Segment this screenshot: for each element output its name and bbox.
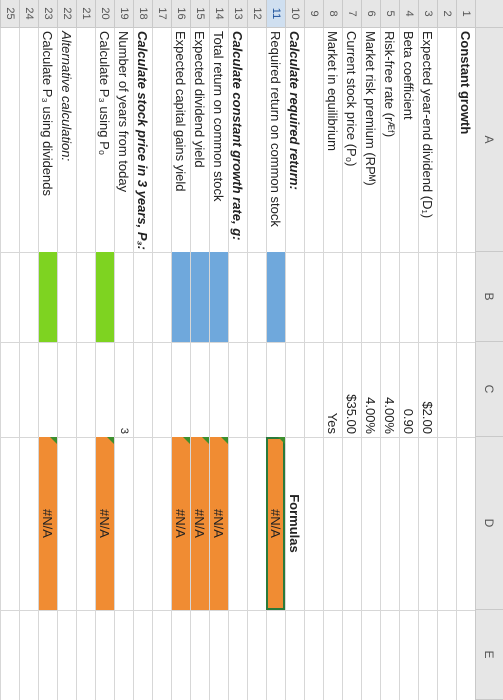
result-total-return[interactable]: #N/A (209, 437, 228, 610)
gridline (456, 28, 457, 700)
gridline (152, 28, 153, 700)
row-header-4[interactable]: 4 (399, 0, 418, 28)
result-p3-using-dividends[interactable]: #N/A (38, 437, 57, 610)
gridline (380, 28, 381, 700)
value-years[interactable]: 3 (118, 427, 130, 434)
gridline (0, 252, 475, 253)
gridline (0, 28, 1, 700)
column-header-d[interactable]: D (475, 437, 503, 610)
label-alternative: Alternative calculation: (59, 31, 74, 162)
label-equilibrium: Market in equilibrium (325, 31, 340, 151)
label-p3-using-p0: Calculate P₃ using P₀ (97, 31, 112, 156)
label-dividend-yield: Expected dividend yield (192, 31, 207, 168)
result-dividend-yield[interactable]: #N/A (190, 437, 209, 610)
label-market-risk-premium: Market risk premium (RPᴹ) (363, 31, 378, 186)
input-cell-b20[interactable] (95, 252, 114, 342)
row-header-23[interactable]: 23 (38, 0, 57, 28)
label-total-return: Total return on common stock (211, 31, 226, 202)
gridline (19, 28, 20, 700)
gridline (57, 28, 58, 700)
gridline (133, 28, 134, 700)
input-cell-b14-b16[interactable] (171, 252, 228, 342)
input-cell-b11[interactable] (266, 252, 285, 342)
formulas-header: Formulas (287, 494, 302, 553)
heading-stock-price: Calculate stock price in 3 years, P₃: (135, 31, 150, 250)
row-header-22[interactable]: 22 (57, 0, 76, 28)
label-years: Number of years from today (116, 31, 131, 193)
result-p3-using-p0[interactable]: #N/A (95, 437, 114, 610)
gridline (399, 28, 400, 700)
gridline (247, 28, 248, 700)
label-required-return: Required return on common stock (268, 31, 283, 227)
row-header-13[interactable]: 13 (228, 0, 247, 28)
input-cell-b23[interactable] (38, 252, 57, 342)
row-header-25[interactable]: 25 (0, 0, 19, 28)
gridline (418, 28, 419, 700)
row-header-24[interactable]: 24 (19, 0, 38, 28)
value-market-risk-premium[interactable]: 4.00% (363, 397, 378, 434)
row-header-8[interactable]: 8 (323, 0, 342, 28)
gridline (114, 28, 115, 700)
row-header-21[interactable]: 21 (76, 0, 95, 28)
gridline (190, 28, 191, 700)
gridline (0, 437, 475, 438)
section-title: Constant growth (458, 31, 473, 135)
value-risk-free-rate[interactable]: 4.00% (382, 397, 397, 434)
label-beta: Beta coefficient (401, 31, 416, 120)
gridline (437, 28, 438, 700)
value-dividend[interactable]: $2.00 (420, 401, 435, 434)
row-header-19[interactable]: 19 (114, 0, 133, 28)
column-header-e[interactable]: E (475, 610, 503, 700)
row-header-10[interactable]: 10 (285, 0, 304, 28)
row-header-16[interactable]: 16 (171, 0, 190, 28)
column-header-b[interactable]: B (475, 252, 503, 342)
gridline (361, 28, 362, 700)
label-stock-price: Current stock price (P₀) (344, 31, 359, 167)
gridline (76, 28, 77, 700)
label-risk-free-rate: Risk-free rate (rᴭᶠ) (382, 31, 397, 138)
heading-growth-rate: Calculate constant growth rate, g: (230, 31, 245, 241)
gridline (171, 28, 172, 700)
row-header-20[interactable]: 20 (95, 0, 114, 28)
label-p3-using-dividends: Calculate P₃ using dividends (40, 31, 55, 197)
gridline (0, 610, 475, 611)
select-all-corner[interactable] (475, 0, 503, 28)
row-header-11[interactable]: 11 (266, 0, 285, 28)
gridline (285, 28, 286, 700)
row-header-5[interactable]: 5 (380, 0, 399, 28)
row-header-2[interactable]: 2 (437, 0, 456, 28)
row-header-12[interactable]: 12 (247, 0, 266, 28)
gridline (95, 28, 96, 700)
gridline (323, 28, 324, 700)
column-header-a[interactable]: A (475, 28, 503, 252)
row-header-15[interactable]: 15 (190, 0, 209, 28)
label-dividend: Expected year-end dividend (D₁) (420, 31, 435, 219)
value-stock-price[interactable]: $35.00 (344, 394, 359, 434)
gridline (304, 28, 305, 700)
result-required-return[interactable]: #N/A (266, 437, 285, 610)
row-header-6[interactable]: 6 (361, 0, 380, 28)
row-header-1[interactable]: 1 (456, 0, 475, 28)
row-header-7[interactable]: 7 (342, 0, 361, 28)
value-equilibrium[interactable]: Yes (325, 412, 340, 434)
gridline (209, 28, 210, 700)
row-header-14[interactable]: 14 (209, 0, 228, 28)
row-header-9[interactable]: 9 (304, 0, 323, 28)
heading-required-return: Calculate required return: (287, 31, 302, 190)
gridline (38, 28, 39, 700)
result-capital-gains-yield[interactable]: #N/A (171, 437, 190, 610)
row-header-3[interactable]: 3 (418, 0, 437, 28)
gridline (342, 28, 343, 700)
value-beta[interactable]: 0.90 (401, 408, 416, 434)
row-header-18[interactable]: 18 (133, 0, 152, 28)
column-header-c[interactable]: C (475, 342, 503, 437)
row-header-17[interactable]: 17 (152, 0, 171, 28)
label-capital-gains-yield: Expected capital gains yield (173, 31, 188, 192)
gridline (228, 28, 229, 700)
